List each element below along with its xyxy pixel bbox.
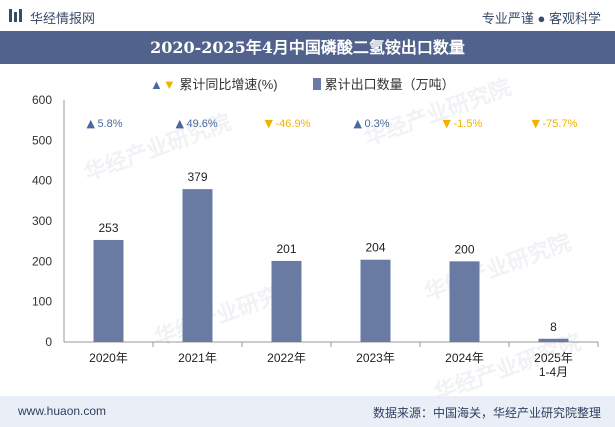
bar-value-label: 201 [276,242,296,256]
legend-volume-label: 累计出口数量（万吨） [324,77,455,92]
x-tick-label: 2023年 [356,351,395,365]
top-bar: 华经情报网 专业严谨 ● 客观科学 [0,0,615,30]
footer: www.huaon.com 数据来源：中国海关，华经产业研究院整理 [0,396,615,427]
bar-value-label: 253 [98,221,118,235]
bar [449,261,480,342]
footer-source: 数据来源：中国海关，华经产业研究院整理 [372,406,601,420]
x-tick-label: 2022年 [267,351,306,365]
growth-label: 0.3% [365,118,390,130]
growth-down-triangle-icon: ▼ [532,117,541,130]
bar [182,189,213,342]
x-tick-label: 1-4月 [539,365,568,379]
y-tick-label: 0 [45,335,52,349]
tagline: 专业严谨 ● 客观科学 [481,11,601,26]
growth-label: -1.5% [454,118,483,130]
legend-volume: 累计出口数量（万吨） [313,74,455,93]
x-tick-label: 2021年 [178,351,217,365]
y-tick-label: 200 [32,254,52,268]
y-tick-label: 400 [32,174,52,188]
chart-title: 2020-2025年4月中国磷酸二氢铵出口数量 [0,31,615,64]
brand-logo-icon [9,9,22,22]
growth-down-triangle-icon: ▼ [443,117,452,130]
legend-triangle-down-icon: ▼ [162,77,176,92]
bar [93,239,124,342]
growth-down-triangle-icon: ▼ [265,117,274,130]
x-tick-label: 2024年 [445,351,484,365]
x-tick-label: 2025年 [534,351,573,365]
bar-value-label: 8 [550,320,557,334]
legend-growth-label: 累计同比增速(%) [179,77,278,92]
legend-bar-swatch-icon [313,78,321,90]
y-tick-label: 500 [32,133,52,147]
legend-triangle-up-icon: ▲ [150,77,163,92]
growth-up-triangle-icon: ▲ [176,117,185,130]
x-tick-label: 2020年 [89,351,128,365]
growth-label: -75.7% [543,118,578,130]
legend: ▲▼ 累计同比增速(%) 累计出口数量（万吨） [0,74,615,94]
bar-value-label: 204 [365,241,385,255]
growth-label: -46.9% [276,118,311,130]
growth-up-triangle-icon: ▲ [87,117,96,130]
bar-value-label: 379 [187,170,207,184]
growth-label: 5.8% [98,118,123,130]
y-tick-label: 300 [32,214,52,228]
y-tick-label: 100 [32,295,52,309]
bar [360,259,391,342]
brand-name: 华经情报网 [30,11,96,26]
bar [538,338,569,342]
growth-label: 49.6% [187,118,218,130]
y-tick-label: 600 [32,93,52,107]
growth-up-triangle-icon: ▲ [354,117,363,130]
bar-value-label: 200 [454,242,474,256]
legend-growth: ▲▼ 累计同比增速(%) [150,74,278,93]
bar [271,260,302,342]
footer-url: www.huaon.com [18,404,107,418]
